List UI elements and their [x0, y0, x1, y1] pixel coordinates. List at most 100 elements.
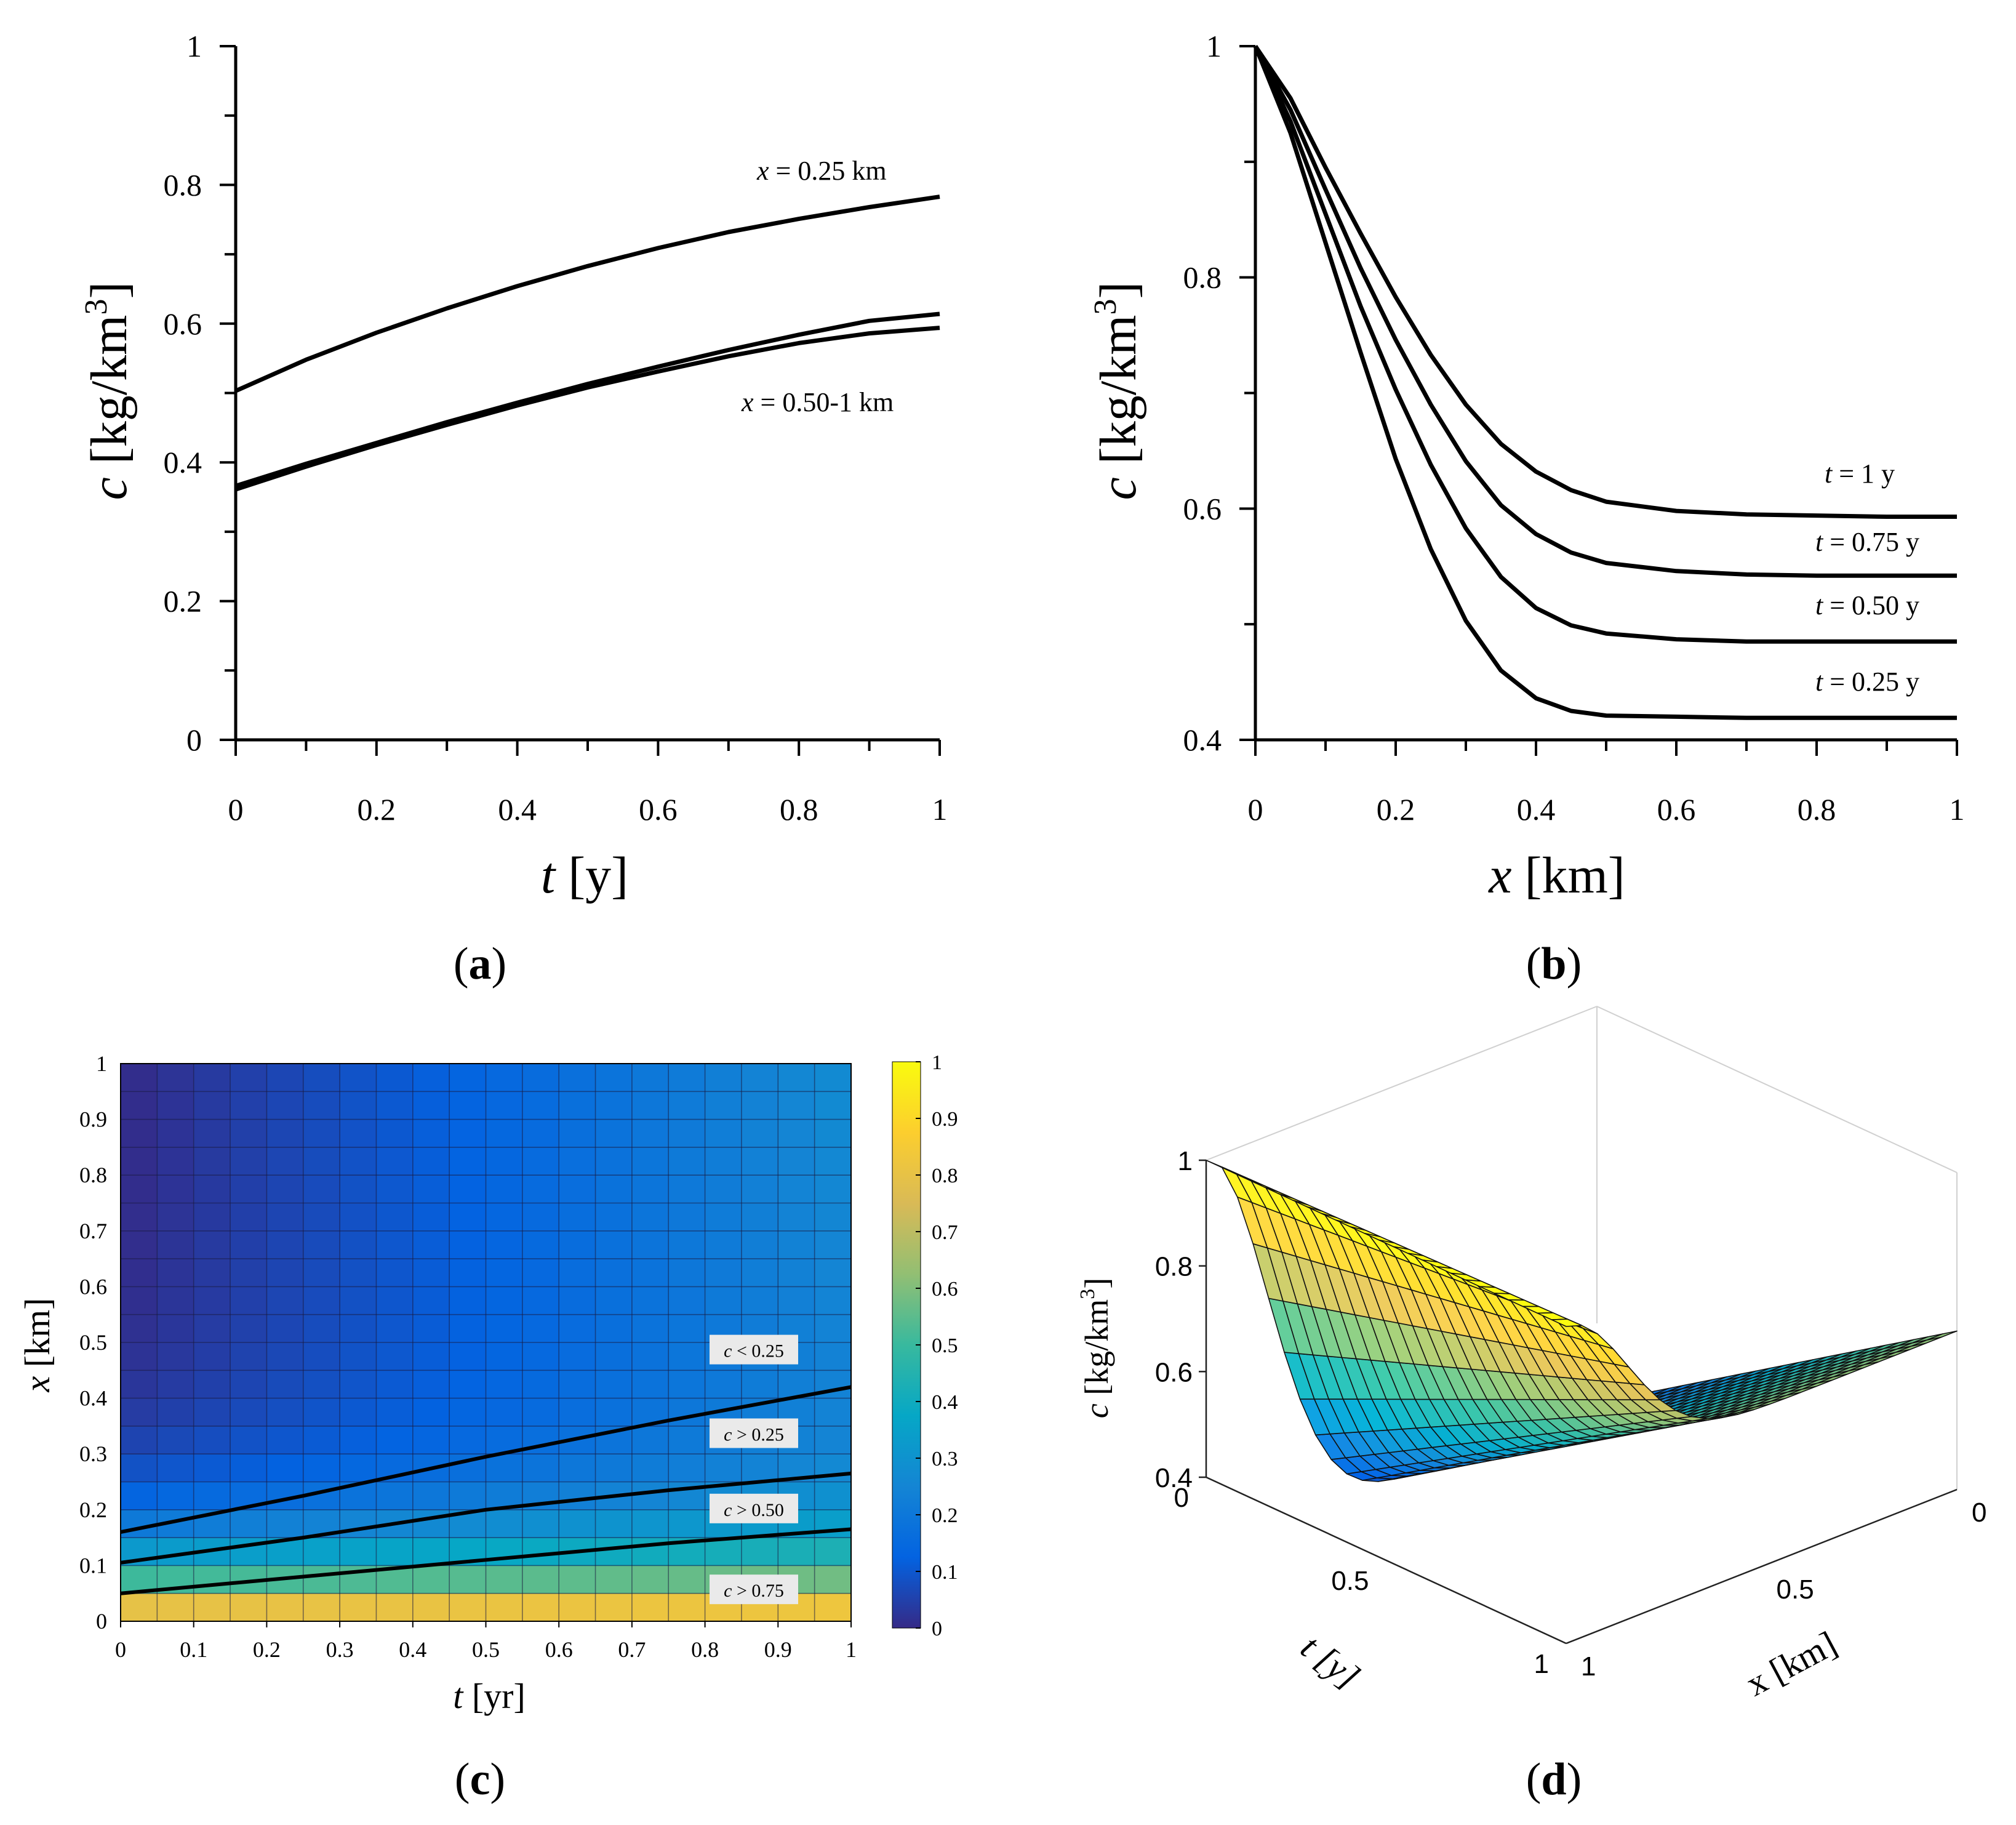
colorbar-tick-label: 0.2 [932, 1504, 958, 1527]
heatmap-cell [230, 1426, 268, 1454]
panel-c-x-tick-label: 0.9 [764, 1637, 792, 1662]
heatmap-cell [631, 1286, 669, 1315]
panel-b-series-group [1253, 45, 1957, 720]
heatmap-cell [303, 1175, 340, 1204]
panel-c-colorbar-labels: 0 0.1 0.2 0.3 0.4 0.5 0.6 0.7 0.8 0.9 1 [916, 1051, 958, 1640]
heatmap-cell [559, 1259, 596, 1287]
contour-label-text: > 0.25 [732, 1424, 783, 1445]
heatmap-cell [522, 1509, 559, 1538]
colorbar-tick-label: 0.1 [932, 1561, 958, 1584]
panel-a-x-tick-label: 1 [932, 792, 948, 827]
heatmap-cell [522, 1203, 559, 1232]
heatmap-cell [742, 1230, 778, 1259]
panel-a-y-tick-label: 1 [186, 29, 202, 63]
contour-label-box-3 [710, 1574, 798, 1605]
heatmap-cell [631, 1370, 669, 1399]
heatmap-cell [157, 1064, 194, 1092]
heatmap-cell [157, 1119, 194, 1148]
heatmap-cell [486, 1091, 523, 1120]
heatmap-cell [705, 1175, 742, 1204]
heatmap-cell [303, 1259, 340, 1287]
heatmap-cell [340, 1398, 377, 1427]
heatmap-cell [303, 1314, 340, 1343]
panel-c-x-tick-label: 0 [115, 1637, 126, 1662]
heatmap-cell [486, 1593, 523, 1622]
colorbar-tick-label: 0.3 [932, 1448, 958, 1470]
heatmap-cell [449, 1342, 487, 1371]
heatmap-cell [595, 1314, 633, 1343]
panel-d-surface-mesh [1206, 1160, 1958, 1482]
heatmap-cell [376, 1230, 414, 1259]
heatmap-cell [522, 1454, 559, 1483]
heatmap-cell [814, 1509, 852, 1538]
heatmap-cell [449, 1147, 487, 1176]
panel-c-y-tick-label: 0.3 [79, 1442, 107, 1466]
heatmap-cell [121, 1230, 158, 1259]
panel-b-annotation-1: t = 0.75 y [1815, 527, 1919, 557]
heatmap-cell [522, 1286, 559, 1315]
heatmap-cell [742, 1119, 778, 1148]
heatmap-cell [157, 1230, 194, 1259]
heatmap-cell [486, 1314, 523, 1343]
contour-label-box-1 [710, 1418, 798, 1448]
panel-a-x-axis-label: t [y] [541, 847, 628, 904]
heatmap-cell [266, 1593, 304, 1622]
panel-a-y-tick-label: 0.4 [164, 445, 202, 479]
heatmap-cell [814, 1147, 852, 1176]
panel-b-axes [1239, 45, 1958, 756]
heatmap-cell [121, 1203, 158, 1232]
panel-b-tick-labels: 0 0.2 0.4 0.6 0.8 1 0.4 0.6 0.8 1 [1183, 29, 1965, 827]
panel-c-contour-lines [120, 1385, 852, 1595]
heatmap-cell [559, 1203, 596, 1232]
contour-line-2 [120, 1527, 852, 1595]
heatmap-cell [121, 1286, 158, 1315]
panel-a-y-tick-label: 0.2 [164, 584, 202, 619]
heatmap-cell [559, 1509, 596, 1538]
heatmap-cell [376, 1593, 414, 1622]
heatmap-cell [412, 1286, 450, 1315]
heatmap-cell [303, 1370, 340, 1399]
heatmap-cell [230, 1398, 268, 1427]
heatmap-cell [376, 1147, 414, 1176]
panel-b-series-1 [1253, 45, 1957, 578]
heatmap-cell [303, 1454, 340, 1483]
heatmap-cell [121, 1064, 158, 1092]
heatmap-cell [814, 1119, 852, 1148]
panel-a-x-tick-label: 0 [228, 792, 244, 827]
heatmap-cell [157, 1454, 194, 1483]
panel-b-x-tick-label: 0.6 [1657, 792, 1696, 827]
heatmap-cell [157, 1175, 194, 1204]
heatmap-cell [778, 1147, 815, 1176]
heatmap-cell [121, 1147, 158, 1176]
heatmap-cell [814, 1565, 852, 1594]
heatmap-cell [522, 1091, 559, 1120]
heatmap-cell [412, 1342, 450, 1371]
heatmap-cell [412, 1119, 450, 1148]
heatmap-cell [559, 1286, 596, 1315]
contour-label-box-0 [710, 1334, 798, 1365]
heatmap-cell [193, 1230, 231, 1259]
heatmap-cell [193, 1091, 231, 1120]
heatmap-cell [814, 1593, 852, 1622]
heatmap-cell [595, 1175, 633, 1204]
panel-c-x-tick-label: 1 [846, 1637, 857, 1662]
x-tick-label: 0.5 [1777, 1574, 1814, 1605]
panel-b-annotation-0: t = 1 y [1825, 459, 1895, 489]
panel-b-y-tick-label: 0.6 [1183, 491, 1222, 526]
heatmap-cell [266, 1342, 304, 1371]
heatmap-cell [522, 1147, 559, 1176]
heatmap-cell [742, 1454, 778, 1483]
panel-b-x-tick-label: 0 [1248, 792, 1263, 827]
heatmap-cell [193, 1565, 231, 1594]
panel-b-line-chart: 0 0.2 0.4 0.6 0.8 1 0.4 0.6 0.8 1 t = 1 y t = 0.7… [1088, 29, 1965, 989]
heatmap-cell [121, 1509, 158, 1538]
heatmap-cell [631, 1426, 669, 1454]
heatmap-cell [376, 1286, 414, 1315]
panel-d-t-axis-label: t [y] [1294, 1627, 1367, 1697]
heatmap-cell [193, 1175, 231, 1204]
heatmap-cell [266, 1175, 304, 1204]
panel-b-x-axis-label: x [km] [1487, 847, 1625, 904]
heatmap-cell [668, 1454, 706, 1483]
heatmap-cell [266, 1398, 304, 1427]
heatmap-cell [742, 1286, 778, 1315]
